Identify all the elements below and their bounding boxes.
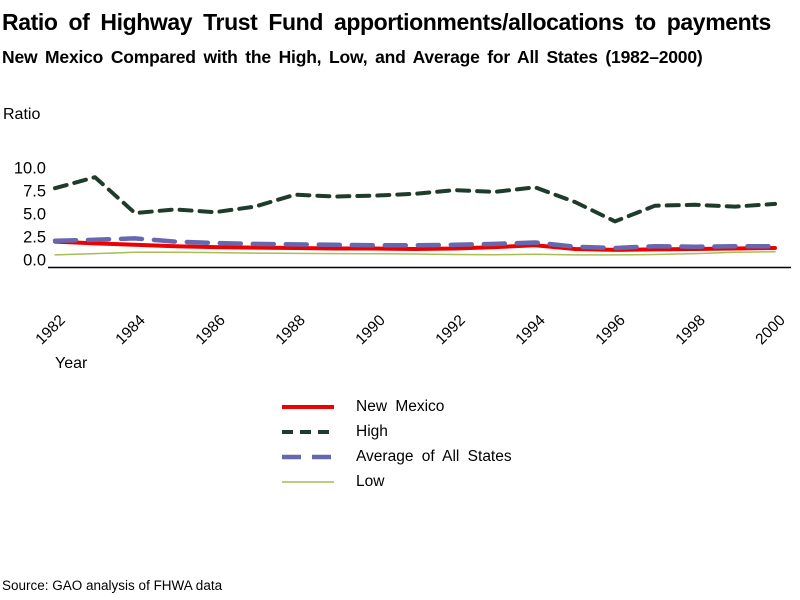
x-tick-label: 1988 (272, 312, 308, 348)
x-tick-label: 1998 (672, 312, 708, 348)
x-tick-label: 1992 (432, 312, 468, 348)
y-axis-label: Ratio (3, 106, 41, 123)
legend-line-swatch-high (282, 429, 334, 434)
y-tick-label: 2.5 (23, 229, 46, 247)
legend-line-swatch-low (282, 480, 334, 483)
chart-subtitle: New Mexico Compared with the High, Low, … (2, 47, 703, 67)
series-line-new-mexico (53, 239, 777, 252)
legend-line-swatch-new-mexico (282, 404, 334, 409)
y-tick-label: 5.0 (23, 206, 46, 224)
x-tick-label: 1984 (112, 312, 149, 349)
x-tick-label: 2000 (752, 312, 789, 349)
x-tick-label: 1986 (192, 312, 228, 348)
y-tick-label: 0.0 (23, 252, 46, 270)
chart-title: Ratio of Highway Trust Fund apportionmen… (2, 9, 771, 35)
x-tick-label: 1982 (32, 312, 68, 348)
source-note: Source: GAO analysis of FHWA data (2, 578, 223, 593)
x-axis-label: Year (55, 355, 88, 372)
legend-label-new-mexico: New Mexico (356, 397, 445, 415)
legend-item-low: Low (282, 469, 512, 494)
legend-item-new-mexico: New Mexico (282, 394, 512, 419)
legend-label-low: Low (356, 472, 385, 490)
legend-line-swatch-average (282, 454, 334, 459)
series-line-high (53, 175, 777, 224)
x-tick-label: 1990 (352, 312, 389, 349)
x-tick-label: 1996 (592, 312, 628, 348)
legend-label-average: Average of All States (356, 447, 512, 465)
series-line-average-of-all-states (52, 236, 778, 251)
series-line-low (54, 250, 776, 256)
legend-item-average: Average of All States (282, 444, 512, 469)
chart-legend: New Mexico High Average of All States Lo… (282, 394, 512, 494)
y-tick-label: 10.0 (14, 160, 46, 178)
legend-label-high: High (356, 422, 388, 440)
legend-item-high: High (282, 419, 512, 444)
y-tick-label: 7.5 (23, 183, 46, 201)
x-tick-label: 1994 (512, 312, 549, 349)
